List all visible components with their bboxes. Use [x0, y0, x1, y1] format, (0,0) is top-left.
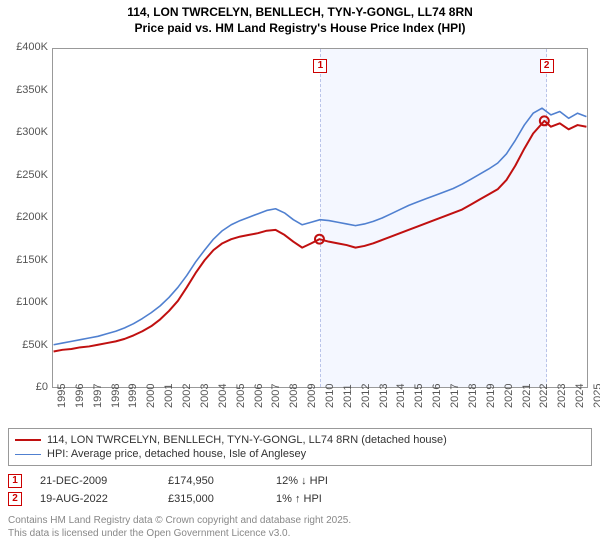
sales-row: 2 19-AUG-2022 £315,000 1% ↑ HPI: [8, 490, 592, 508]
sales-row: 1 21-DEC-2009 £174,950 12% ↓ HPI: [8, 472, 592, 490]
y-tick-label: £100K: [0, 296, 48, 308]
x-tick-label: 2002: [181, 384, 193, 408]
sales-table: 1 21-DEC-2009 £174,950 12% ↓ HPI 2 19-AUG-202…: [8, 472, 592, 508]
sales-row-marker: 2: [8, 492, 22, 506]
legend-row: HPI: Average price, detached house, Isle…: [15, 447, 585, 461]
x-tick-label: 1996: [74, 384, 86, 408]
x-tick-label: 2025: [592, 384, 600, 408]
title-line-2: Price paid vs. HM Land Registry's House …: [8, 20, 592, 36]
y-tick-label: £150K: [0, 254, 48, 266]
series-price_paid: [54, 121, 587, 352]
x-tick-label: 2008: [288, 384, 300, 408]
x-tick-label: 2013: [378, 384, 390, 408]
legend-box: 114, LON TWRCELYN, BENLLECH, TYN-Y-GONGL…: [8, 428, 592, 466]
x-tick-label: 2021: [521, 384, 533, 408]
x-tick-label: 2001: [163, 384, 175, 408]
chart-area: 12 £0£50K£100K£150K£200K£250K£300K£350K£…: [8, 42, 592, 422]
x-tick-label: 1995: [56, 384, 68, 408]
x-tick-label: 1997: [92, 384, 104, 408]
y-tick-label: £250K: [0, 169, 48, 181]
x-tick-label: 2017: [449, 384, 461, 408]
x-tick-label: 2005: [235, 384, 247, 408]
x-tick-label: 2014: [395, 384, 407, 408]
x-tick-label: 2007: [270, 384, 282, 408]
x-tick-label: 2004: [217, 384, 229, 408]
sales-row-marker: 1: [8, 474, 22, 488]
legend-row: 114, LON TWRCELYN, BENLLECH, TYN-Y-GONGL…: [15, 433, 585, 447]
y-tick-label: £400K: [0, 41, 48, 53]
y-tick-label: £0: [0, 381, 48, 393]
legend-swatch: [15, 454, 41, 455]
x-tick-label: 2015: [413, 384, 425, 408]
plot-region: 12: [52, 48, 588, 388]
sale-marker-2: 2: [540, 59, 554, 73]
x-tick-label: 2023: [556, 384, 568, 408]
x-tick-label: 2018: [467, 384, 479, 408]
x-tick-label: 2016: [431, 384, 443, 408]
sales-row-price: £174,950: [168, 475, 258, 487]
x-tick-label: 2020: [503, 384, 515, 408]
legend-swatch: [15, 439, 41, 441]
x-tick-label: 2003: [199, 384, 211, 408]
y-tick-label: £200K: [0, 211, 48, 223]
sales-row-date: 19-AUG-2022: [40, 493, 150, 505]
title-line-1: 114, LON TWRCELYN, BENLLECH, TYN-Y-GONGL…: [8, 4, 592, 20]
footer-line-1: Contains HM Land Registry data © Crown c…: [8, 514, 592, 527]
y-tick-label: £300K: [0, 126, 48, 138]
y-tick-label: £350K: [0, 84, 48, 96]
sale-marker-1: 1: [313, 59, 327, 73]
footer-line-2: This data is licensed under the Open Gov…: [8, 527, 592, 540]
footer-attribution: Contains HM Land Registry data © Crown c…: [8, 514, 592, 540]
series-hpi: [54, 109, 587, 346]
y-tick-label: £50K: [0, 339, 48, 351]
x-tick-label: 2019: [485, 384, 497, 408]
sales-row-price: £315,000: [168, 493, 258, 505]
x-tick-label: 2011: [342, 385, 354, 409]
x-tick-label: 2010: [324, 384, 336, 408]
x-tick-label: 1998: [110, 384, 122, 408]
x-tick-label: 1999: [127, 384, 139, 408]
x-tick-label: 2022: [538, 384, 550, 408]
legend-label: HPI: Average price, detached house, Isle…: [47, 448, 306, 460]
chart-title: 114, LON TWRCELYN, BENLLECH, TYN-Y-GONGL…: [8, 4, 592, 36]
x-tick-label: 2000: [145, 384, 157, 408]
series-svg: [53, 49, 587, 387]
legend-label: 114, LON TWRCELYN, BENLLECH, TYN-Y-GONGL…: [47, 434, 447, 446]
x-tick-label: 2009: [306, 384, 318, 408]
sales-row-date: 21-DEC-2009: [40, 475, 150, 487]
x-tick-label: 2006: [253, 384, 265, 408]
sales-row-pct: 1% ↑ HPI: [276, 493, 322, 505]
x-tick-label: 2012: [360, 384, 372, 408]
sales-row-pct: 12% ↓ HPI: [276, 475, 328, 487]
x-tick-label: 2024: [574, 384, 586, 408]
